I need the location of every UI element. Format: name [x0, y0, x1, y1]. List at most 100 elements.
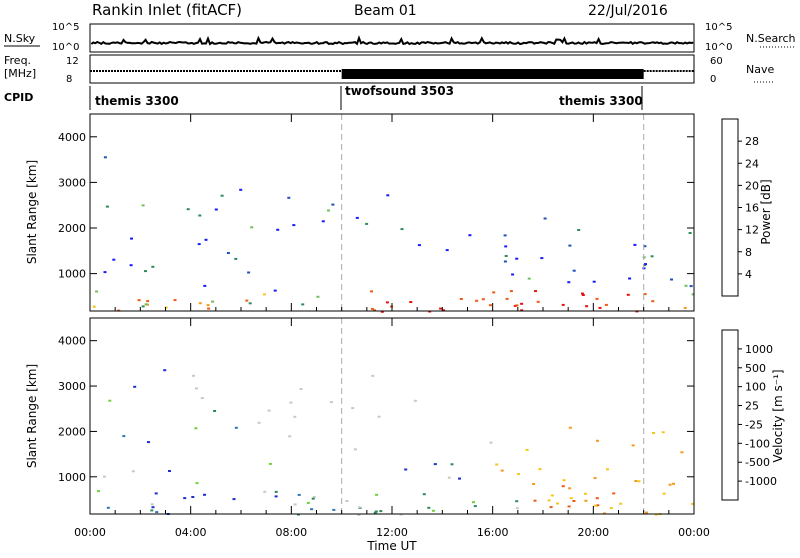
power-data-cell [141, 204, 145, 207]
power-data-cell [355, 216, 359, 219]
vel-data-cell [267, 409, 271, 412]
power-data-cell [206, 304, 210, 307]
vel-data-cell [332, 508, 336, 511]
vel-data-cell [631, 444, 635, 447]
vel-data-cell [274, 495, 278, 498]
power-data-cell [515, 304, 519, 307]
power-data-cell [250, 226, 254, 229]
power-data-cell [164, 306, 168, 309]
power-data-cell [481, 298, 485, 301]
power-data-cell [683, 306, 687, 309]
y-tick-label: 4000 [58, 131, 86, 144]
cpid-segment-2: twofsound 3503 [345, 84, 454, 98]
vel-data-cell [103, 475, 106, 478]
power-data-cell [204, 238, 208, 241]
colorbar-tick-label: 1000 [745, 343, 773, 356]
vel-data-cell [122, 435, 126, 438]
vel-data-cell [288, 435, 292, 438]
x-tick-label: 00:00 [74, 526, 106, 539]
vel-data-cell [431, 509, 435, 512]
power-data-cell [503, 234, 507, 237]
power-data-cell [327, 209, 330, 212]
power-data-cell [691, 293, 695, 296]
power-data-cell [670, 278, 673, 281]
vel-data-cell [427, 506, 431, 509]
vel-data-cell [458, 477, 461, 480]
power-data-cell [689, 285, 693, 288]
vel-data-cell [353, 448, 357, 451]
date-label: 22/Jul/2016 [588, 3, 668, 19]
colorbar-tick-label: 20 [745, 179, 759, 192]
vel-data-cell [150, 509, 154, 512]
vel-data-cell [133, 385, 137, 388]
vel-data-cell [163, 369, 167, 372]
power-data-cell [245, 299, 249, 302]
y-tick-label: 2000 [58, 425, 86, 438]
power-data-cell [226, 252, 230, 254]
vel-data-cell [168, 470, 171, 472]
y-tick-label: 1000 [58, 471, 86, 484]
power-data-cell [112, 258, 116, 261]
vel-data-cell [306, 501, 310, 504]
vel-data-cell [584, 499, 588, 502]
power-data-cell [504, 255, 508, 257]
vel-data-cell [150, 503, 154, 506]
power-data-cell [439, 307, 443, 310]
nsearch-label: N.Search [746, 32, 796, 45]
power-panel-frame [89, 113, 695, 312]
colorbar-tick-label: 28 [745, 135, 759, 148]
vel-data-cell [203, 493, 206, 496]
power-data-cell [592, 280, 596, 283]
power-data-cell [604, 303, 608, 306]
power-data-cell [445, 249, 449, 252]
power-data-cell [211, 300, 215, 303]
vel-data-cell [232, 498, 236, 501]
vel-data-cell [525, 448, 529, 451]
vel-data-cell [155, 511, 159, 514]
vel-data-cell [297, 493, 301, 496]
vel-data-cell [345, 500, 349, 502]
power-data-cell [129, 264, 133, 267]
vel-data-cell [357, 513, 361, 516]
power-heatmap [92, 114, 695, 313]
vel-data-cell [562, 479, 566, 482]
power-data-cell [103, 156, 107, 159]
power-data-cell [504, 245, 508, 248]
power-data-cell [273, 289, 277, 292]
power-data-cell [644, 263, 647, 266]
vel-data-cell [293, 503, 297, 506]
x-tick-label: 00:00 [678, 526, 710, 539]
vel-data-cell [602, 512, 606, 515]
vel-data-cell [495, 463, 499, 466]
power-data-cell [598, 306, 602, 309]
vel-data-cell [556, 502, 559, 505]
power-colorbar-label: Power [dB] [759, 179, 773, 244]
time-xlabel: Time UT [366, 539, 417, 553]
nsky-panel-frame [89, 23, 695, 53]
vel-data-cell [192, 374, 195, 377]
vel-data-cell [672, 482, 675, 485]
velocity-ylabel: Slant Range [km] [25, 364, 39, 468]
power-data-cell [511, 273, 515, 276]
power-data-cell [626, 293, 630, 296]
vel-data-cell [351, 407, 355, 410]
power-data-cell [186, 208, 190, 211]
vel-data-cell [213, 410, 217, 412]
vel-data-cell [379, 510, 383, 513]
power-data-cell [370, 290, 373, 293]
power-data-cell [207, 307, 211, 310]
vel-data-cell [612, 492, 616, 495]
power-data-cell [503, 260, 507, 263]
vel-data-cell [561, 485, 565, 488]
vel-data-cell [358, 506, 361, 509]
vel-data-cell [377, 415, 381, 418]
power-data-cell [321, 220, 325, 223]
power-data-cell [292, 224, 296, 227]
power-data-cell [540, 257, 544, 260]
vel-data-cell [183, 497, 187, 500]
vel-data-cell [661, 431, 665, 434]
vel-data-cell [538, 468, 542, 471]
colorbar-tick-label: 8 [745, 246, 752, 259]
power-data-cell [628, 277, 632, 280]
